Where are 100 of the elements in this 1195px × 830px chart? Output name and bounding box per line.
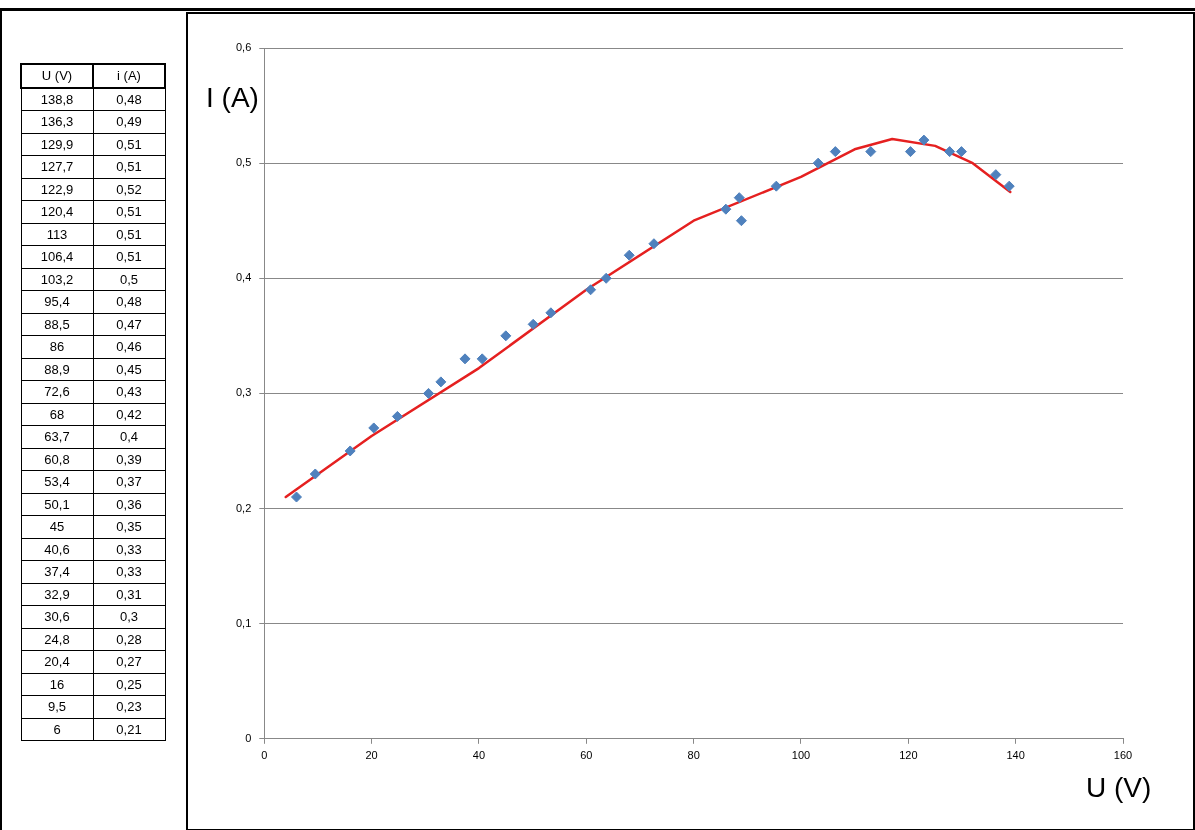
text: 0,27 <box>116 654 142 670</box>
category-label: 136,3 <box>21 110 93 133</box>
text: 0,37 <box>116 474 142 490</box>
text: 0,4 <box>119 429 139 445</box>
category-label: 120,4 <box>21 200 93 223</box>
text: 0,25 <box>116 676 142 692</box>
point <box>812 157 824 169</box>
point <box>500 330 512 342</box>
text: 0,3 <box>119 609 139 625</box>
category-label: 86 <box>21 335 93 358</box>
x-tick-label: 40 <box>472 749 486 762</box>
point <box>944 146 956 158</box>
y-tick-label: 0,6 <box>235 41 252 54</box>
category-label: 129,9 <box>21 133 93 156</box>
point <box>918 134 930 146</box>
category-label: 24,8 <box>21 628 93 651</box>
category-label: 95,4 <box>21 290 93 313</box>
x-tick-label: 140 <box>1006 749 1025 762</box>
text: 0,23 <box>116 699 142 715</box>
text: 0,48 <box>116 91 142 107</box>
x-tick-label: 20 <box>365 749 378 762</box>
y-tick-label: 0,4 <box>235 271 252 284</box>
text: 0,28 <box>116 631 142 647</box>
text: 0,48 <box>116 294 142 310</box>
text: 0,39 <box>116 451 142 467</box>
point <box>955 146 967 158</box>
x-tick-label: 100 <box>791 749 811 762</box>
category-label: 72,6 <box>21 380 93 403</box>
point <box>368 422 380 434</box>
point <box>770 180 782 192</box>
point <box>476 353 488 365</box>
text: 0,42 <box>116 406 142 422</box>
point <box>585 284 597 296</box>
text: 0,31 <box>116 586 142 602</box>
category-label: 9,5 <box>21 695 93 718</box>
y-tick-label: 0,2 <box>235 501 252 514</box>
text: 0,35 <box>116 519 142 535</box>
category-label: 88,9 <box>21 358 93 381</box>
text: 0,33 <box>116 564 142 580</box>
point <box>600 272 612 284</box>
category-label: 45 <box>21 515 93 538</box>
point <box>865 146 877 158</box>
point <box>344 445 356 457</box>
x-tick-label: 80 <box>687 749 700 762</box>
category-label: 37,4 <box>21 560 93 583</box>
point <box>290 491 302 503</box>
x-tick-label: 160 <box>1113 749 1133 762</box>
point <box>733 192 745 204</box>
category-label: 106,4 <box>21 245 93 268</box>
y-tick-label: 0 <box>245 731 252 744</box>
point <box>423 387 435 399</box>
category-label: 138,8 <box>21 87 93 111</box>
category-label: 122,9 <box>21 178 93 201</box>
text: 0,45 <box>116 361 142 377</box>
text: 0,36 <box>116 496 142 512</box>
x-tick-label: 120 <box>899 749 918 762</box>
text: 0,51 <box>116 226 142 242</box>
category-label: 30,6 <box>21 605 93 628</box>
text: 0,46 <box>116 339 142 355</box>
x-axis-title: U (V) <box>1086 772 1152 804</box>
point <box>829 146 841 158</box>
category-label: 16 <box>21 673 93 696</box>
category-label: 6 <box>21 718 93 741</box>
category-label: 40,6 <box>21 538 93 561</box>
point <box>545 307 557 319</box>
point <box>720 203 732 215</box>
y-tick-label: 0,5 <box>235 156 252 169</box>
text: 0,5 <box>119 271 139 287</box>
text: 0,33 <box>116 541 142 557</box>
x-tick-label: 60 <box>580 749 593 762</box>
point <box>527 318 539 330</box>
point <box>391 410 403 422</box>
text: 0,51 <box>116 204 142 220</box>
point <box>623 249 635 261</box>
category-label: 103,2 <box>21 268 93 291</box>
category-label: 20,4 <box>21 650 93 673</box>
text: 0,51 <box>116 249 142 265</box>
point <box>904 146 916 158</box>
text: 0,52 <box>116 181 142 197</box>
text: 0,51 <box>116 159 142 175</box>
point <box>1003 180 1015 192</box>
point <box>459 353 471 365</box>
text: 0,21 <box>116 721 142 737</box>
category-label: 63,7 <box>21 425 93 448</box>
category-label: 60,8 <box>21 448 93 471</box>
y-axis-title: I (A) <box>206 82 259 114</box>
text: i (A) <box>93 64 165 88</box>
y-tick-label: 0,1 <box>235 616 252 629</box>
point <box>990 169 1002 181</box>
category-label: 53,4 <box>21 470 93 493</box>
point <box>435 376 447 388</box>
text: 0,43 <box>116 384 142 400</box>
point <box>648 238 660 250</box>
text: 0,47 <box>116 316 142 332</box>
text: 0,51 <box>116 136 142 152</box>
text: U (V) <box>21 64 93 88</box>
category-label: 68 <box>21 403 93 426</box>
point <box>309 468 321 480</box>
category-label: 88,5 <box>21 313 93 336</box>
point <box>735 215 747 227</box>
